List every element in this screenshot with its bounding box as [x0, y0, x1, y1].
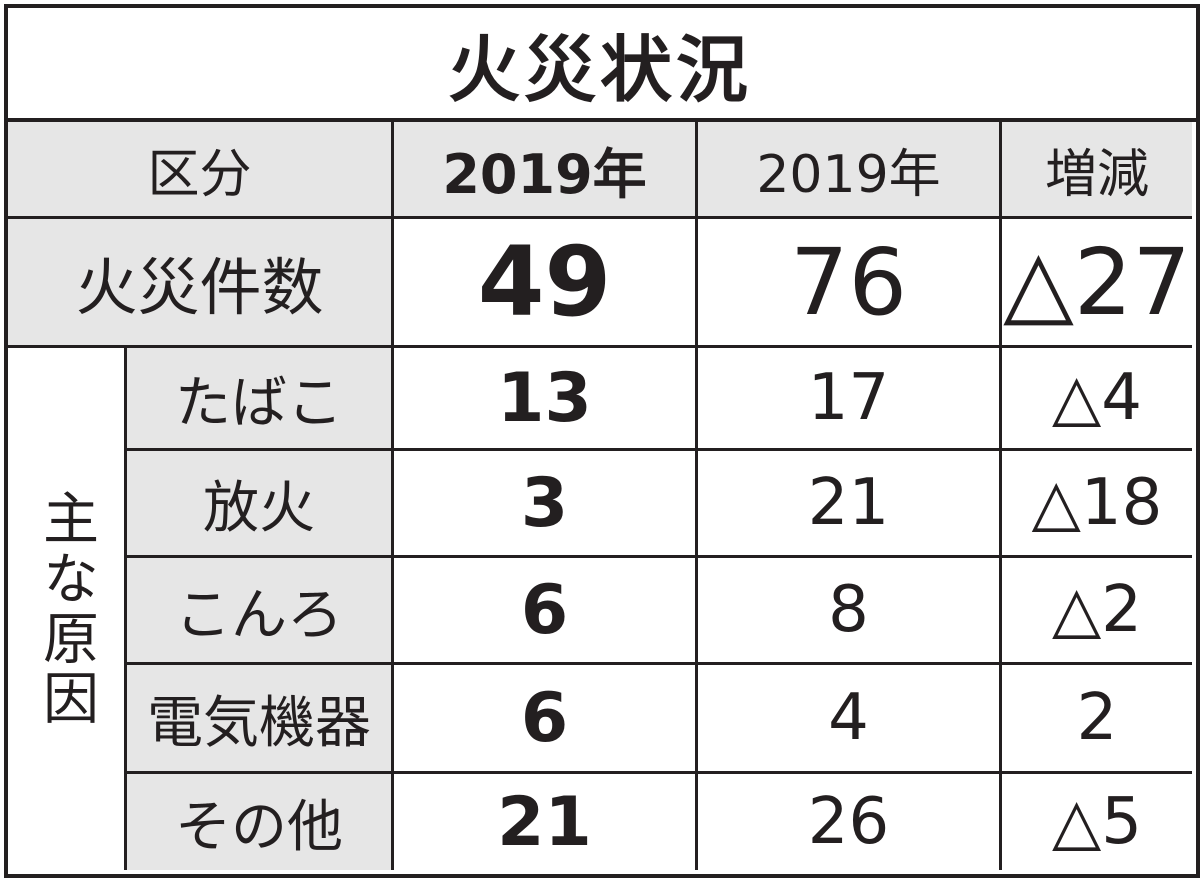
row-label-electrical: 電気機器 — [127, 665, 391, 771]
header-year-current: 2019年 — [394, 122, 695, 216]
row-previous-arson: 21 — [807, 466, 890, 540]
total-previous: 76 — [789, 228, 908, 336]
group-label-main-causes: 主な原因 — [33, 489, 99, 729]
row-previous-electrical: 4 — [828, 681, 869, 755]
table-title: 火災状況 — [447, 27, 752, 112]
row-current-arson: 3 — [520, 463, 569, 543]
row-previous-other: 26 — [807, 785, 890, 859]
row-change-electrical: 2 — [1076, 681, 1118, 755]
row-current-electrical: 6 — [520, 678, 569, 758]
header-change: 増減 — [1002, 122, 1192, 216]
total-current: 49 — [477, 226, 612, 338]
row-label-arson: 放火 — [127, 451, 391, 555]
row-previous-tobacco: 17 — [807, 361, 890, 435]
row-change-arson: △18 — [1031, 466, 1163, 540]
fire-status-table — [4, 4, 1200, 878]
total-change: △27 — [1003, 228, 1191, 336]
row-change-stove: △2 — [1052, 573, 1142, 647]
row-label-other: その他 — [127, 774, 391, 870]
row-current-stove: 6 — [520, 570, 569, 650]
row-label-stove: こんろ — [127, 558, 391, 662]
row-current-tobacco: 13 — [497, 358, 592, 438]
header-category: 区分 — [8, 122, 391, 216]
row-previous-stove: 8 — [828, 573, 869, 647]
row-label-tobacco: たばこ — [127, 348, 391, 448]
row-current-other: 21 — [497, 782, 592, 862]
row-change-other: △5 — [1052, 785, 1142, 859]
total-label: 火災件数 — [8, 219, 391, 345]
header-year-previous: 2019年 — [698, 122, 999, 216]
row-change-tobacco: △4 — [1052, 361, 1142, 435]
